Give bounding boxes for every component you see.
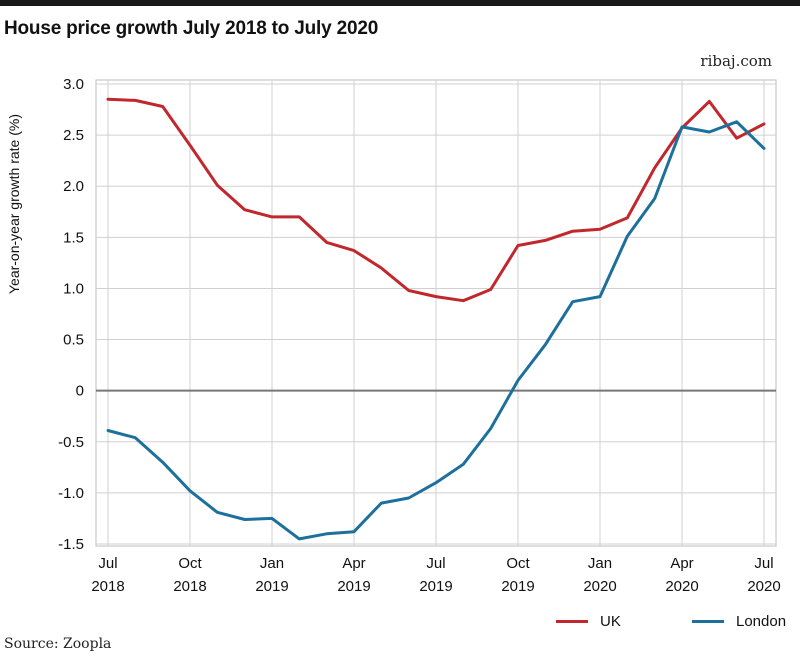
y-tick-label: 0.5 <box>63 332 84 349</box>
legend-label-uk: UK <box>600 612 621 630</box>
x-tick-label: Jul <box>426 555 445 572</box>
x-tick-label-year: 2019 <box>337 578 370 595</box>
y-tick-label: 3.0 <box>63 76 84 93</box>
legend-swatch-uk <box>556 619 588 623</box>
x-tick-label-year: 2020 <box>583 578 616 595</box>
y-tick-label: 1.0 <box>63 280 84 297</box>
x-tick-label: Apr <box>342 555 365 572</box>
x-tick-label: Jul <box>754 555 773 572</box>
legend-item-london: London <box>692 610 786 632</box>
y-tick-label: -1.0 <box>58 485 84 502</box>
legend-label-london: London <box>736 612 787 630</box>
x-tick-label-year: 2019 <box>255 578 288 595</box>
tick-labels: Jul 2018 Oct 2018 Jan 2019 Apr 2019 Jul 2019 Oct 20… <box>58 76 781 595</box>
x-tick-label: Jul <box>98 555 117 572</box>
x-tick-label-year: 2019 <box>419 578 452 595</box>
x-tick-label: Oct <box>178 555 202 572</box>
grid-lines <box>96 80 776 546</box>
top-rule <box>0 0 800 6</box>
x-tick-label-year: 2020 <box>665 578 698 595</box>
x-tick-label-year: 2018 <box>173 578 206 595</box>
y-tick-label: 2.0 <box>63 178 84 195</box>
y-tick-label: -0.5 <box>58 434 84 451</box>
x-tick-label-year: 2019 <box>501 578 534 595</box>
y-tick-label: 2.5 <box>63 127 84 144</box>
y-tick-label: 1.5 <box>63 229 84 246</box>
source-site: ribaj.com <box>700 52 772 70</box>
series-lines <box>106 97 766 541</box>
source-note: Source: Zoopla <box>4 636 112 652</box>
line-chart: Jul 2018 Oct 2018 Jan 2019 Apr 2019 Jul 2019 Oct 20… <box>58 76 781 595</box>
y-tick-label: -1.5 <box>58 536 84 553</box>
x-tick-label: Jan <box>260 555 284 572</box>
series-line-uk <box>106 97 766 303</box>
x-tick-label: Jan <box>588 555 612 572</box>
x-tick-label-year: 2020 <box>747 578 780 595</box>
legend-swatch-london <box>692 619 724 623</box>
x-tick-label-year: 2018 <box>91 578 124 595</box>
x-tick-label: Apr <box>670 555 693 572</box>
legend-item-uk: UK <box>556 610 621 632</box>
chart-title: House price growth July 2018 to July 202… <box>4 18 379 39</box>
x-tick-label: Oct <box>506 555 530 572</box>
series-line-london <box>106 120 766 541</box>
y-tick-label: 0 <box>76 383 84 400</box>
